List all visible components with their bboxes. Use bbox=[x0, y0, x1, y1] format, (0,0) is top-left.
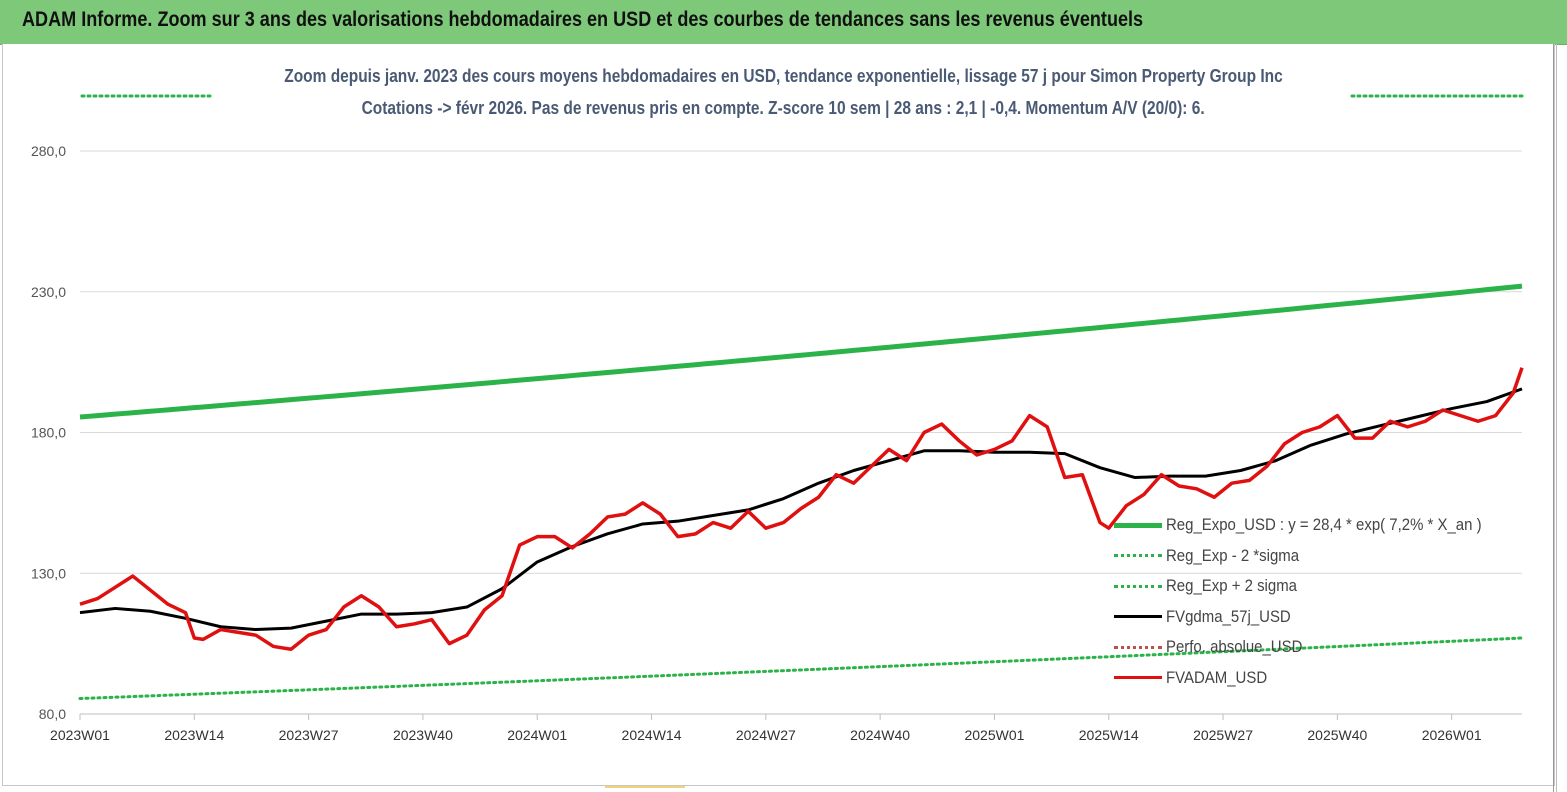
legend-item: Reg_Expo_USD : y = 28,4 * exp( 7,2% * X_… bbox=[1110, 514, 1530, 536]
x-tick-label: 2023W27 bbox=[279, 727, 339, 743]
vertical-scrollbar[interactable] bbox=[1553, 44, 1562, 792]
x-tick-label: 2024W40 bbox=[850, 727, 910, 743]
x-tick-label: 2025W40 bbox=[1307, 727, 1367, 743]
legend-label: FVgdma_57j_USD bbox=[1166, 606, 1291, 626]
legend-label: Reg_Expo_USD : y = 28,4 * exp( 7,2% * X_… bbox=[1166, 515, 1482, 534]
series-reg-expo bbox=[79, 283, 1523, 420]
chart-frame bbox=[2, 44, 1555, 786]
x-tick-label: 2025W14 bbox=[1079, 727, 1139, 743]
sheet-tab-marker bbox=[605, 786, 685, 788]
x-tick-label: 2024W14 bbox=[622, 727, 682, 743]
legend-swatch bbox=[1114, 615, 1162, 618]
legend-item: FVgdma_57j_USD bbox=[1110, 606, 1530, 628]
x-tick-label: 2023W40 bbox=[393, 727, 453, 743]
series-fvgdma bbox=[79, 387, 1523, 632]
gridlines bbox=[80, 150, 1522, 574]
legend-label: Perfo. absolue_USD bbox=[1166, 637, 1303, 656]
y-tick-label: 230,0 bbox=[31, 284, 66, 300]
x-tick-label: 2024W01 bbox=[507, 727, 567, 743]
chart-subtitle: Cotations -> févr 2026. Pas de revenus p… bbox=[361, 98, 1206, 118]
header-banner: ADAM Informe. Zoom sur 3 ans des valoris… bbox=[0, 0, 1567, 45]
y-tick-label: 80,0 bbox=[39, 706, 66, 722]
legend-item: Perfo. absolue_USD bbox=[1110, 636, 1530, 658]
report-title: ADAM Informe. Zoom sur 3 ans des valoris… bbox=[22, 8, 1144, 31]
legend-swatch bbox=[1114, 522, 1162, 528]
y-tick-label: 130,0 bbox=[31, 565, 66, 581]
y-tick-label: 180,0 bbox=[31, 425, 66, 441]
x-tick-label: 2026W01 bbox=[1422, 727, 1482, 743]
legend-item: FVADAM_USD bbox=[1110, 667, 1530, 689]
x-tick-label: 2025W27 bbox=[1193, 727, 1253, 743]
legend-swatch bbox=[1114, 645, 1162, 649]
series bbox=[78, 94, 1524, 701]
y-tick-label: 280,0 bbox=[31, 143, 66, 159]
series-fvadam bbox=[79, 367, 1524, 652]
chart-title: Zoom depuis janv. 2023 des cours moyens … bbox=[284, 66, 1283, 86]
x-tick-label: 2023W01 bbox=[50, 727, 110, 743]
legend-label: FVADAM_USD bbox=[1166, 667, 1268, 687]
x-tick-label: 2024W27 bbox=[736, 727, 796, 743]
axes: 80,0 130,0 180,0 230,0 280,0 2023W01 2023W14 20… bbox=[31, 143, 1522, 743]
legend-label: Reg_Exp + 2 sigma bbox=[1166, 576, 1297, 595]
legend-swatch bbox=[1114, 554, 1162, 557]
legend-swatch bbox=[1114, 675, 1162, 679]
series-sigma-minus bbox=[78, 636, 1524, 701]
legend-item: Reg_Exp + 2 sigma bbox=[1110, 575, 1530, 597]
legend-swatch bbox=[1114, 584, 1162, 588]
legend-label: Reg_Exp - 2 *sigma bbox=[1166, 545, 1300, 565]
x-tick-label: 2023W14 bbox=[164, 727, 224, 743]
legend-item: Reg_Exp - 2 *sigma bbox=[1110, 545, 1530, 567]
x-tick-label: 2025W01 bbox=[964, 727, 1024, 743]
